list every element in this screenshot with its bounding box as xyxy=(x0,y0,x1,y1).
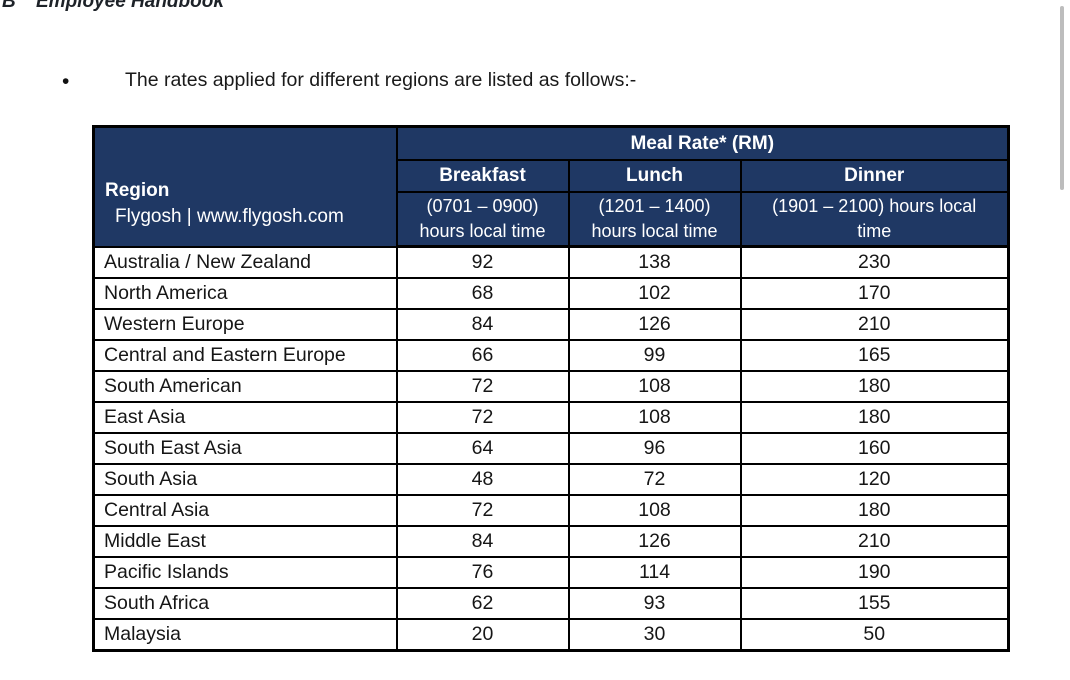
lunch-rate: 96 xyxy=(567,432,742,465)
header-row-times: (0701 – 0900) hours local time (1201 – 1… xyxy=(94,191,1010,248)
region-cell: Middle East xyxy=(92,525,398,558)
dinner-time-range: (1901 – 2100) hours local time xyxy=(739,191,1010,248)
region-cell: Australia / New Zealand xyxy=(92,245,398,279)
breakfast-rate: 72 xyxy=(395,370,570,403)
table-row: Australia / New Zealand 92 138 230 xyxy=(92,245,1010,279)
dinner-rate: 230 xyxy=(739,245,1010,279)
document-heading-title: Employee Handbook xyxy=(36,0,224,12)
table-row: East Asia 72 108 180 xyxy=(92,401,1010,434)
dinner-rate: 190 xyxy=(739,556,1010,589)
lunch-rate: 72 xyxy=(567,463,742,496)
dinner-rate: 170 xyxy=(739,277,1010,310)
lunch-rate: 114 xyxy=(567,556,742,589)
breakfast-rate: 72 xyxy=(395,494,570,527)
breakfast-rate: 68 xyxy=(395,277,570,310)
lunch-time-range: (1201 – 1400) hours local time xyxy=(567,191,742,248)
region-cell: East Asia xyxy=(92,401,398,434)
header-row-meals: Breakfast Lunch Dinner xyxy=(94,159,1010,193)
dinner-rate: 165 xyxy=(739,339,1010,372)
lunch-rate: 108 xyxy=(567,401,742,434)
breakfast-rate: 92 xyxy=(395,245,570,279)
table-row: Pacific Islands 76 114 190 xyxy=(92,556,1010,589)
breakfast-rate: 20 xyxy=(395,618,570,652)
dinner-rate: 50 xyxy=(739,618,1010,652)
dinner-rate: 120 xyxy=(739,463,1010,496)
header-row-meal-rate: Region Flygosh | www.flygosh.com Meal Ra… xyxy=(92,125,1010,248)
region-cell: Malaysia xyxy=(92,618,398,652)
lunch-rate: 108 xyxy=(567,370,742,403)
breakfast-rate: 84 xyxy=(395,308,570,341)
meal-rate-header: Meal Rate* (RM) xyxy=(395,125,1010,161)
document-heading-prefix: B xyxy=(2,0,16,12)
region-cell: Central and Eastern Europe xyxy=(92,339,398,372)
table-row: South American 72 108 180 xyxy=(92,370,1010,403)
breakfast-rate: 84 xyxy=(395,525,570,558)
breakfast-rate: 76 xyxy=(395,556,570,589)
region-cell: South East Asia xyxy=(92,432,398,465)
region-header-label: Region xyxy=(105,179,170,201)
table-row: Middle East 84 126 210 xyxy=(92,525,1010,558)
lunch-rate: 30 xyxy=(567,618,742,652)
table-row: South Africa 62 93 155 xyxy=(92,587,1010,620)
breakfast-rate: 62 xyxy=(395,587,570,620)
region-cell: Pacific Islands xyxy=(92,556,398,589)
table-row: Western Europe 84 126 210 xyxy=(92,308,1010,341)
dinner-rate: 180 xyxy=(739,401,1010,434)
lunch-rate: 93 xyxy=(567,587,742,620)
breakfast-rate: 48 xyxy=(395,463,570,496)
region-cell: South American xyxy=(92,370,398,403)
breakfast-rate: 64 xyxy=(395,432,570,465)
breakfast-time-range: (0701 – 0900) hours local time xyxy=(395,191,570,248)
dinner-rate: 155 xyxy=(739,587,1010,620)
table-row: South Asia 48 72 120 xyxy=(92,463,1010,496)
table-row: North America 68 102 170 xyxy=(92,277,1010,310)
lunch-rate: 99 xyxy=(567,339,742,372)
column-header-lunch: Lunch xyxy=(567,159,742,193)
region-cell: Central Asia xyxy=(92,494,398,527)
watermark-text: Flygosh | www.flygosh.com xyxy=(115,205,344,227)
table-row: Central and Eastern Europe 66 99 165 xyxy=(92,339,1010,372)
region-cell: South Africa xyxy=(92,587,398,620)
dinner-rate: 210 xyxy=(739,308,1010,341)
lunch-rate: 102 xyxy=(567,277,742,310)
region-cell: North America xyxy=(92,277,398,310)
lunch-rate: 126 xyxy=(567,525,742,558)
column-header-dinner: Dinner xyxy=(739,159,1010,193)
region-cell: South Asia xyxy=(92,463,398,496)
lunch-rate: 126 xyxy=(567,308,742,341)
breakfast-rate: 66 xyxy=(395,339,570,372)
table-row: South East Asia 64 96 160 xyxy=(92,432,1010,465)
dinner-rate: 180 xyxy=(739,370,1010,403)
breakfast-rate: 72 xyxy=(395,401,570,434)
table-row: Central Asia 72 108 180 xyxy=(92,494,1010,527)
region-header-cell: Region Flygosh | www.flygosh.com xyxy=(92,125,398,248)
table-row: Malaysia 20 30 50 xyxy=(92,618,1010,652)
meal-rate-table: Region Flygosh | www.flygosh.com Meal Ra… xyxy=(92,125,1010,652)
lunch-rate: 138 xyxy=(567,245,742,279)
dinner-rate: 180 xyxy=(739,494,1010,527)
dinner-rate: 210 xyxy=(739,525,1010,558)
bullet-text: The rates applied for different regions … xyxy=(125,69,637,91)
dinner-rate: 160 xyxy=(739,432,1010,465)
region-cell: Western Europe xyxy=(92,308,398,341)
lunch-rate: 108 xyxy=(567,494,742,527)
scrollbar-thumb[interactable] xyxy=(1060,6,1064,190)
column-header-breakfast: Breakfast xyxy=(395,159,570,193)
bullet-marker: • xyxy=(62,70,70,93)
